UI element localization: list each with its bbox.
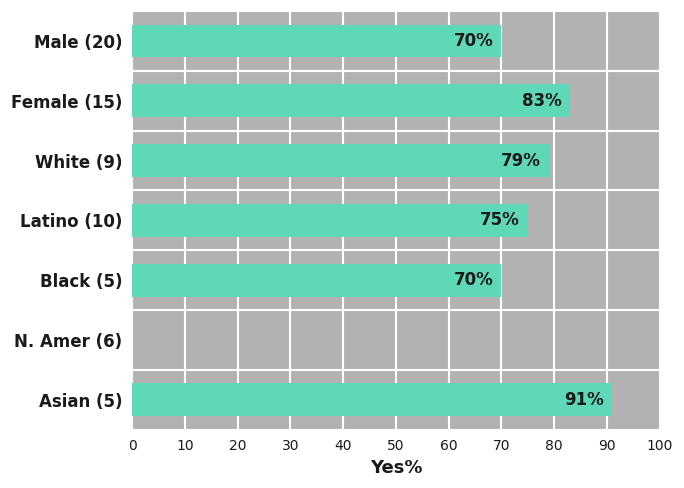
Bar (132, 383, 612, 416)
Bar (132, 144, 659, 177)
Bar (132, 24, 659, 58)
Text: 70%: 70% (453, 271, 494, 289)
Bar (132, 324, 659, 356)
Text: 83%: 83% (523, 92, 562, 110)
Bar (132, 264, 659, 297)
Bar (132, 84, 570, 117)
Bar (132, 24, 501, 58)
Bar (132, 144, 549, 177)
Bar (132, 84, 659, 117)
Bar (132, 383, 659, 416)
Bar (132, 204, 528, 237)
Bar (132, 264, 501, 297)
Text: 91%: 91% (564, 391, 605, 409)
X-axis label: Yes%: Yes% (370, 459, 422, 477)
Text: 79%: 79% (501, 152, 541, 169)
Bar (132, 204, 659, 237)
Text: 75%: 75% (480, 211, 520, 229)
Text: 70%: 70% (453, 32, 494, 50)
